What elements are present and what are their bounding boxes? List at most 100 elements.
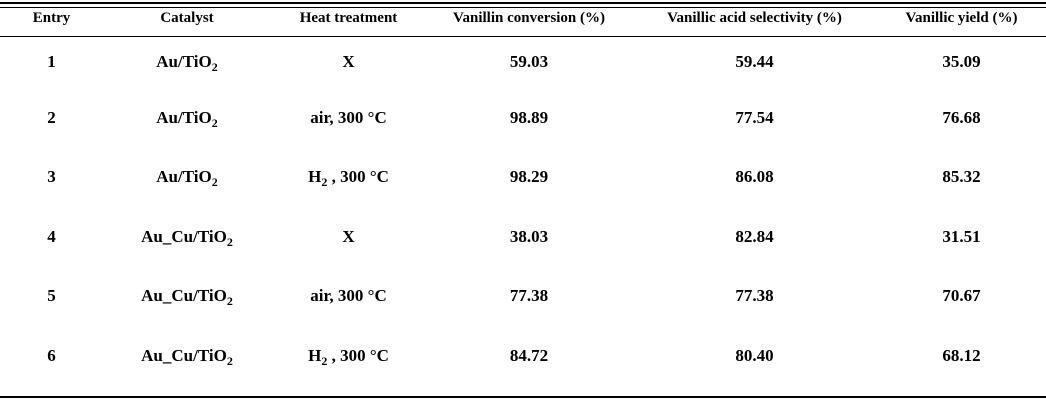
- top-rule-thick: [0, 2, 1046, 4]
- yield-value: 70.67: [942, 286, 981, 306]
- cell-conversion: 59.03: [426, 36, 632, 88]
- header-vanillic-yield: Vanillic yield (%): [905, 9, 1018, 26]
- yield-value: 76.68: [942, 107, 981, 127]
- conversion-value: 84.72: [509, 345, 549, 365]
- cell-conversion: 98.89: [426, 88, 632, 148]
- selectivity-value: 59.44: [735, 52, 774, 71]
- cell-entry: 1: [0, 36, 103, 88]
- selectivity-value: 77.54: [735, 107, 774, 127]
- catalyst-subscript: 2: [211, 175, 218, 190]
- conversion-value: 98.89: [509, 107, 549, 127]
- entry-value: 1: [47, 52, 56, 71]
- cell-entry: 6: [0, 326, 103, 386]
- catalyst-text: Au_Cu/TiO: [141, 345, 227, 365]
- cell-yield: 31.51: [877, 207, 1046, 267]
- heat-text: X: [342, 226, 355, 246]
- conversion-value: 77.38: [509, 286, 549, 306]
- entry-value: 5: [47, 286, 56, 306]
- catalyst-text: Au/TiO: [156, 107, 212, 127]
- conversion-value: 38.03: [509, 226, 549, 246]
- cell-yield: 85.32: [877, 148, 1046, 208]
- cell-catalyst: Au/TiO2: [103, 88, 271, 148]
- header-heat-treatment: Heat treatment: [299, 9, 398, 26]
- heat-text-rest: , 300 °C: [327, 345, 389, 365]
- cell-selectivity: 82.84: [632, 207, 877, 267]
- cell-heat-treatment: X: [271, 36, 426, 88]
- header-vanillic-acid-selectivity: Vanillic acid selectivity (%): [667, 9, 842, 26]
- top-rule-thin: [0, 7, 1046, 8]
- catalyst-text: Au_Cu/TiO: [141, 286, 227, 306]
- cell-yield: 76.68: [877, 88, 1046, 148]
- cell-heat-treatment: H2 , 300 °C: [271, 148, 426, 208]
- selectivity-value: 77.38: [735, 286, 774, 306]
- header-entry: Entry: [32, 9, 71, 26]
- table-row: 2 Au/TiO2 air, 300 °C 98.89 77.54 76.68: [0, 88, 1046, 148]
- selectivity-value: 86.08: [735, 167, 774, 187]
- yield-value: 35.09: [942, 52, 981, 71]
- catalyst-subscript: 2: [211, 115, 218, 130]
- heat-text: H: [308, 167, 322, 187]
- cell-selectivity: 59.44: [632, 36, 877, 88]
- yield-value: 68.12: [942, 345, 981, 365]
- yield-value: 31.51: [942, 226, 981, 246]
- catalyst-text: Au_Cu/TiO: [141, 226, 227, 246]
- cell-catalyst: Au/TiO2: [103, 148, 271, 208]
- catalyst-text: Au/TiO: [156, 167, 212, 187]
- cell-yield: 68.12: [877, 326, 1046, 386]
- cell-entry: 3: [0, 148, 103, 208]
- table-header-row: Entry Catalyst Heat treatment Vanillin c…: [0, 0, 1046, 36]
- catalyst-subscript: 2: [226, 294, 233, 309]
- cell-entry: 2: [0, 88, 103, 148]
- cell-entry: 4: [0, 207, 103, 267]
- entry-value: 4: [47, 226, 56, 246]
- table-row: 1 Au/TiO2 X 59.03 59.44 35.09: [0, 36, 1046, 88]
- heat-text: air, 300 °C: [310, 286, 387, 306]
- heat-text: H: [308, 345, 322, 365]
- cell-catalyst: Au_Cu/TiO2: [103, 267, 271, 327]
- entry-value: 6: [47, 345, 56, 365]
- catalyst-subscript: 2: [211, 60, 218, 74]
- cell-conversion: 84.72: [426, 326, 632, 386]
- cell-catalyst: Au/TiO2: [103, 36, 271, 88]
- cell-yield: 70.67: [877, 267, 1046, 327]
- cell-heat-treatment: air, 300 °C: [271, 88, 426, 148]
- results-table: Entry Catalyst Heat treatment Vanillin c…: [0, 0, 1046, 386]
- catalyst-text: Au/TiO: [156, 52, 212, 71]
- table-row: 3 Au/TiO2 H2 , 300 °C 98.29 86.08 85.32: [0, 148, 1046, 208]
- cell-selectivity: 77.54: [632, 88, 877, 148]
- heat-text: X: [342, 52, 355, 71]
- bottom-rule: [0, 396, 1046, 398]
- conversion-value: 98.29: [509, 167, 549, 187]
- header-catalyst: Catalyst: [160, 9, 214, 26]
- yield-value: 85.32: [942, 167, 981, 187]
- cell-conversion: 98.29: [426, 148, 632, 208]
- selectivity-value: 82.84: [735, 226, 774, 246]
- catalyst-subscript: 2: [226, 353, 233, 368]
- selectivity-value: 80.40: [735, 345, 774, 365]
- heat-text-rest: , 300 °C: [327, 167, 389, 187]
- table-row: 6 Au_Cu/TiO2 H2 , 300 °C 84.72 80.40 68.12: [0, 326, 1046, 386]
- heat-subscript: 2: [321, 353, 328, 368]
- cell-yield: 35.09: [877, 36, 1046, 88]
- cell-heat-treatment: H2 , 300 °C: [271, 326, 426, 386]
- entry-value: 2: [47, 107, 56, 127]
- entry-value: 3: [47, 167, 56, 187]
- cell-heat-treatment: X: [271, 207, 426, 267]
- cell-selectivity: 80.40: [632, 326, 877, 386]
- cell-catalyst: Au_Cu/TiO2: [103, 326, 271, 386]
- cell-selectivity: 86.08: [632, 148, 877, 208]
- cell-selectivity: 77.38: [632, 267, 877, 327]
- cell-catalyst: Au_Cu/TiO2: [103, 207, 271, 267]
- cell-entry: 5: [0, 267, 103, 327]
- heat-subscript: 2: [321, 175, 328, 190]
- table-row: 5 Au_Cu/TiO2 air, 300 °C 77.38 77.38 70.67: [0, 267, 1046, 327]
- conversion-value: 59.03: [509, 52, 549, 71]
- header-vanillin-conversion: Vanillin conversion (%): [453, 9, 605, 26]
- table-row: 4 Au_Cu/TiO2 X 38.03 82.84 31.51: [0, 207, 1046, 267]
- heat-text: air, 300 °C: [310, 107, 387, 127]
- cell-heat-treatment: air, 300 °C: [271, 267, 426, 327]
- cell-conversion: 77.38: [426, 267, 632, 327]
- cell-conversion: 38.03: [426, 207, 632, 267]
- catalyst-subscript: 2: [226, 234, 233, 249]
- header-rule: [0, 36, 1046, 37]
